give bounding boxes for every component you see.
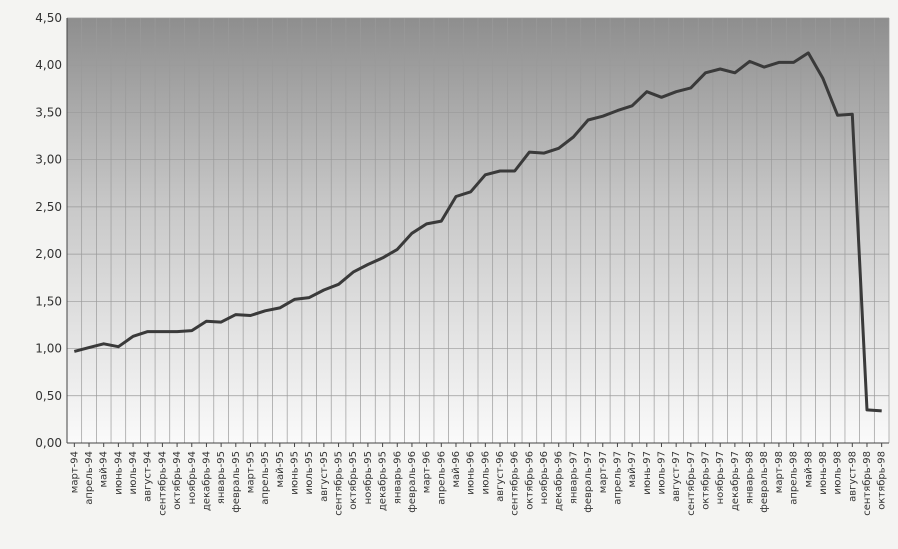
x-tick-label: июнь-98	[818, 451, 829, 495]
x-tick-label: сентябрь-94	[157, 451, 168, 516]
x-tick-label: март-96	[422, 451, 433, 493]
x-tick-label: сентябрь-96	[510, 451, 521, 516]
y-tick-label: 4,50	[35, 11, 62, 25]
x-tick-label: май-94	[99, 451, 110, 488]
x-tick-label: январь-95	[216, 451, 227, 504]
x-tick-label: октябрь-95	[348, 451, 359, 510]
x-tick-label: июнь-97	[642, 451, 653, 495]
x-tick-label: апрель-98	[789, 451, 800, 505]
x-tick-label: сентябрь-95	[334, 451, 345, 516]
y-tick-label: 3,00	[35, 153, 62, 167]
x-tick-label: декабрь-97	[730, 451, 741, 511]
y-tick-label: 2,00	[35, 247, 62, 261]
x-tick-label: ноябрь-95	[363, 451, 374, 504]
y-tick-label: 0,50	[35, 389, 62, 403]
x-tick-label: апрель-96	[436, 451, 447, 505]
y-axis-ticks: 0,00 0,50 1,00 1,50 2,00 2,50 3,00 3,50 4,00 4,50	[35, 11, 62, 450]
x-tick-label: февраль-97	[583, 451, 594, 513]
x-tick-label: январь-96	[392, 451, 403, 504]
x-tick-label: июнь-94	[113, 451, 124, 495]
x-tick-label: апрель-97	[612, 451, 623, 505]
x-tick-label: май-97	[627, 451, 638, 488]
x-tick-label: октябрь-98	[877, 451, 888, 510]
x-tick-label: сентябрь-97	[686, 451, 697, 516]
x-tick-label: март-97	[598, 451, 609, 493]
x-tick-label: июль-96	[480, 451, 491, 495]
x-tick-label: февраль-95	[231, 451, 242, 513]
y-tick-label: 2,50	[35, 200, 62, 214]
x-tick-label: март-94	[69, 451, 80, 493]
x-tick-label: май-95	[275, 451, 286, 488]
x-tick-label: июль-98	[833, 451, 844, 495]
x-tick-label: октябрь-96	[524, 451, 535, 510]
x-tick-label: февраль-96	[407, 451, 418, 513]
x-tick-label: май-96	[451, 451, 462, 488]
series-layer	[73, 51, 882, 413]
x-tick-label: июль-95	[304, 451, 315, 495]
x-tick-label: февраль-98	[759, 451, 770, 513]
x-tick-label: май-98	[803, 451, 814, 488]
x-axis-ticks: март-94 апрель-94 май-94 июнь-94 июль-94 авгу…	[69, 443, 888, 516]
x-tick-label: апрель-95	[260, 451, 271, 505]
x-tick-label: июль-97	[656, 451, 667, 495]
x-tick-label: март-95	[245, 451, 256, 493]
x-tick-label: август-94	[143, 451, 154, 502]
x-tick-label: ноябрь-96	[539, 451, 550, 504]
x-tick-label: январь-98	[745, 451, 756, 504]
x-tick-label: июнь-95	[290, 451, 301, 495]
y-tick-label: 4,00	[35, 58, 62, 72]
x-tick-label: март-98	[774, 451, 785, 493]
x-tick-label: ноябрь-94	[187, 451, 198, 504]
x-tick-label: ноябрь-97	[715, 451, 726, 504]
y-tick-label: 0,00	[35, 436, 62, 450]
x-tick-label: октябрь-94	[172, 451, 183, 510]
x-tick-label: октябрь-97	[701, 451, 712, 510]
y-tick-label: 1,00	[35, 342, 62, 356]
x-tick-label: август-98	[847, 451, 858, 502]
x-tick-label: апрель-94	[84, 451, 95, 505]
y-tick-label: 1,50	[35, 294, 62, 308]
x-tick-label: декабрь-96	[554, 451, 565, 511]
x-tick-label: август-96	[495, 451, 506, 502]
x-tick-label: июль-94	[128, 451, 139, 495]
y-tick-label: 3,50	[35, 105, 62, 119]
series-line	[73, 51, 882, 413]
x-tick-label: август-95	[319, 451, 330, 502]
x-tick-label: январь-97	[568, 451, 579, 504]
x-tick-label: декабрь-94	[201, 451, 212, 511]
x-tick-label: декабрь-95	[378, 451, 389, 511]
x-tick-label: август-97	[671, 451, 682, 502]
x-tick-label: сентябрь-98	[862, 451, 873, 516]
x-tick-label: июнь-96	[466, 451, 477, 495]
